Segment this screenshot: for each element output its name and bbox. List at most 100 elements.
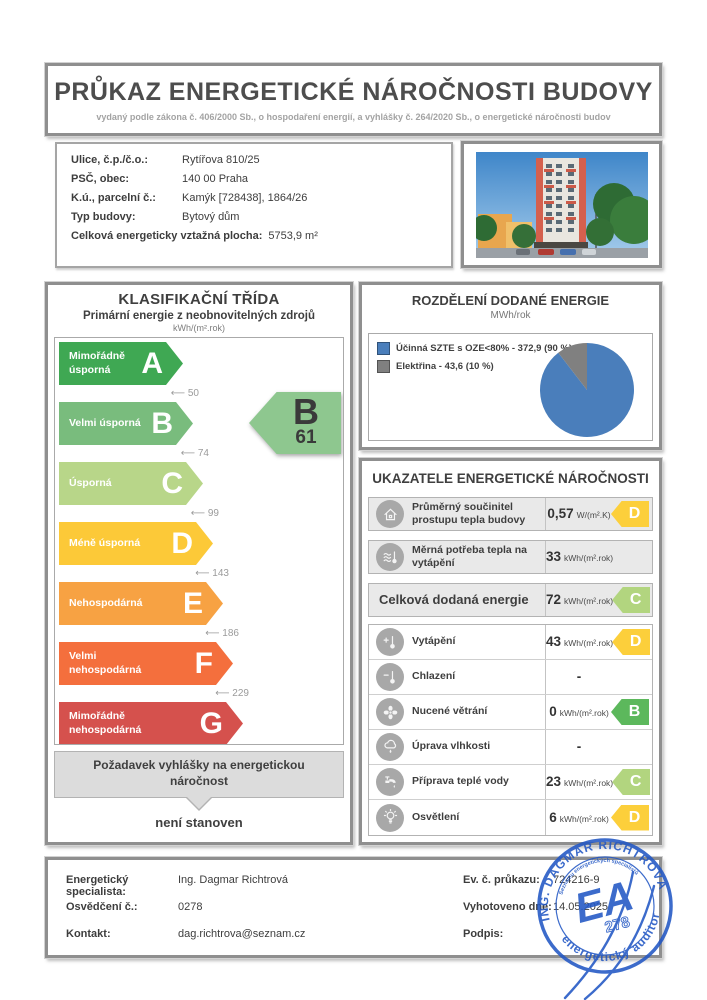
indicator-label-cell: Příprava teplé vody bbox=[369, 765, 546, 799]
indicator-unit: kWh/(m².rok) bbox=[564, 778, 614, 788]
indicator-table: Vytápění 43 kWh/(m².rok) D Chlazení - Nucené v… bbox=[368, 624, 653, 836]
pie-legend: Účinná SZTE s OZE<80% - 372,9 (90 %) Elek… bbox=[377, 342, 572, 378]
indicator-label: Průměrný součinitel prostupu tepla budov… bbox=[412, 500, 526, 526]
footer-value: 724216-9 bbox=[553, 874, 600, 886]
page-subtitle: vydaný podle zákona č. 406/2000 Sb., o h… bbox=[96, 111, 611, 122]
class-band-letter: D bbox=[171, 526, 193, 560]
class-threshold: ⟵ 143 bbox=[195, 568, 229, 579]
indicator-label-cell: Chlazení bbox=[369, 660, 546, 694]
indicator-row: Vytápění 43 kWh/(m².rok) D bbox=[369, 625, 652, 660]
class-threshold: ⟵ 74 bbox=[180, 448, 209, 459]
indicator-value-cell: 43 kWh/(m².rok) D bbox=[546, 625, 653, 659]
class-band-letter: G bbox=[199, 706, 223, 740]
indicator-value: 33 bbox=[546, 549, 562, 564]
legend-color-swatch bbox=[377, 342, 390, 355]
pie-title: ROZDĚLENÍ DODANÉ ENERGIE bbox=[411, 293, 610, 308]
class-scale: B 61 Mimořádně úsporná A ⟵ 50 Velmi úsporná… bbox=[54, 337, 344, 745]
indicator-value-wrap: - bbox=[577, 738, 582, 756]
legend-color-swatch bbox=[377, 360, 390, 373]
indicator-label-cell: Osvětlení bbox=[369, 800, 546, 835]
building-info-row: Celková energeticky vztažná plocha: 5753,… bbox=[71, 230, 451, 242]
indicator-badge-d: D bbox=[611, 501, 649, 527]
building-info-row: PSČ, obec: 140 00 Praha bbox=[71, 173, 451, 185]
building-info-label: Typ budovy: bbox=[71, 211, 136, 223]
indicator-value-wrap: 43 kWh/(m².rok) bbox=[546, 633, 613, 651]
footer-right-row: Podpis: bbox=[463, 928, 553, 940]
building-info-value: Bytový dům bbox=[182, 211, 240, 223]
footer-value: 0278 bbox=[178, 901, 203, 913]
indicator-badge-c: C bbox=[612, 587, 651, 613]
indicator-badge-c: C bbox=[612, 769, 651, 795]
indicator-label-cell: Vytápění bbox=[369, 625, 546, 659]
lighting-icon bbox=[376, 803, 404, 832]
footer-label: Kontakt: bbox=[66, 928, 111, 940]
class-band-label: Mimořádně nehospodárná bbox=[69, 710, 142, 736]
building-info: Ulice, č.p./č.o.: Rytířova 810/25 PSČ, obe… bbox=[71, 154, 451, 242]
requirement-value: není stanoven bbox=[155, 815, 243, 830]
header-panel: PRŮKAZ ENERGETICKÉ NÁROČNOSTI BUDOVY vyd… bbox=[44, 62, 663, 137]
rating-value: 61 bbox=[295, 427, 317, 449]
class-band-b: Velmi úsporná B bbox=[59, 402, 193, 445]
house-icon bbox=[376, 500, 404, 528]
indicator-value-cell: - bbox=[546, 730, 652, 764]
footer-left-row: Kontakt: dag.richtrova@seznam.cz bbox=[66, 928, 305, 940]
legend-label: Účinná SZTE s OZE<80% - 372,9 (90 %) bbox=[396, 343, 573, 354]
building-info-label: Celková energeticky vztažná plocha: bbox=[71, 230, 263, 242]
building-photo-panel bbox=[460, 140, 663, 269]
indicator-label: Chlazení bbox=[412, 670, 456, 683]
indicator-value-cell: 33 kWh/(m².rok) bbox=[546, 541, 653, 573]
building-info-row: Ulice, č.p./č.o.: Rytířova 810/25 bbox=[71, 154, 451, 166]
footer-right-row: Vyhotoveno dne: 14.05.2025 bbox=[463, 901, 608, 913]
legend-item: Elektřina - 43,6 (10 %) bbox=[377, 360, 572, 373]
footer-label: Vyhotoveno dne: bbox=[463, 901, 552, 913]
indicator-label: Úprava vlhkosti bbox=[412, 740, 491, 753]
indicator-unit: W/(m².K) bbox=[576, 510, 611, 520]
indicator-value: 0 bbox=[549, 704, 557, 719]
hot-water-icon bbox=[376, 768, 404, 796]
footer-right-row: Ev. č. průkazu: 724216-9 bbox=[463, 874, 600, 886]
indicator-value-wrap: 23 kWh/(m².rok) bbox=[546, 773, 613, 791]
ventilation-icon bbox=[376, 698, 404, 726]
building-info-label: K.ú., parcelní č.: bbox=[71, 192, 156, 204]
building-info-value: Kamýk [728438], 1864/26 bbox=[182, 192, 308, 204]
indicator-badge-b: B bbox=[611, 699, 649, 725]
class-band-e: Nehospodárná E bbox=[59, 582, 223, 625]
class-band-a: Mimořádně úsporná A bbox=[59, 342, 183, 385]
indicator-value-wrap: 33 kWh/(m².rok) bbox=[546, 548, 613, 566]
indicator-value-wrap: 0,57 W/(m².K) bbox=[547, 505, 610, 523]
indicator-value-cell: 0 kWh/(m².rok) B bbox=[546, 695, 652, 729]
indicator-unit: kWh/(m².rok) bbox=[564, 596, 614, 606]
indicator-label-cell: Celková dodaná energie bbox=[369, 584, 546, 616]
indicator-row: Měrná potřeba tepla na vytápění 33 kWh/(m²… bbox=[368, 540, 653, 574]
building-info-panel: Ulice, č.p./č.o.: Rytířova 810/25 PSČ, obe… bbox=[55, 142, 453, 268]
class-band-letter: C bbox=[161, 466, 183, 500]
classification-panel: KLASIFIKAČNÍ TŘÍDA Primární energie z ne… bbox=[44, 281, 354, 846]
indicator-row: Nucené větrání 0 kWh/(m².rok) B bbox=[369, 695, 652, 730]
building-info-label: Ulice, č.p./č.o.: bbox=[71, 154, 149, 166]
legend-label: Elektřina - 43,6 (10 %) bbox=[396, 361, 494, 372]
indicator-row: Příprava teplé vody 23 kWh/(m².rok) C bbox=[369, 765, 652, 800]
footer-left-row: Osvědčení č.: 0278 bbox=[66, 901, 202, 913]
specialist-panel: Energetický specialista: Ing. Dagmar Rich… bbox=[44, 856, 663, 959]
classification-title: KLASIFIKAČNÍ TŘÍDA bbox=[118, 291, 280, 308]
class-band-letter: E bbox=[182, 586, 203, 620]
indicator-top-rows: Průměrný součinitel prostupu tepla budov… bbox=[368, 497, 653, 626]
footer-value: Ing. Dagmar Richtrová bbox=[178, 874, 289, 886]
building-info-value: 5753,9 m² bbox=[268, 230, 318, 242]
heating-icon bbox=[376, 628, 404, 656]
class-band-label: Mimořádně úsporná bbox=[69, 350, 126, 376]
rating-cursor-arrow: B 61 bbox=[249, 392, 341, 454]
indicator-value-wrap: 72 kWh/(m².rok) bbox=[546, 591, 613, 609]
indicator-value: 6 bbox=[549, 809, 557, 825]
class-band-letter: F bbox=[194, 646, 213, 680]
class-band-g: Mimořádně nehospodárná G bbox=[59, 702, 243, 745]
class-band-label: Velmi úsporná bbox=[69, 416, 141, 429]
building-info-label: PSČ, obec: bbox=[71, 173, 130, 185]
footer-value: dag.richtrova@seznam.cz bbox=[178, 928, 306, 940]
energy-distribution-panel: ROZDĚLENÍ DODANÉ ENERGIE MWh/rok Účinná … bbox=[358, 281, 663, 451]
cooling-icon bbox=[376, 663, 404, 691]
heat-demand-icon bbox=[376, 543, 404, 571]
building-info-value: Rytířova 810/25 bbox=[182, 154, 260, 166]
footer-label: Energetický specialista: bbox=[66, 874, 129, 898]
